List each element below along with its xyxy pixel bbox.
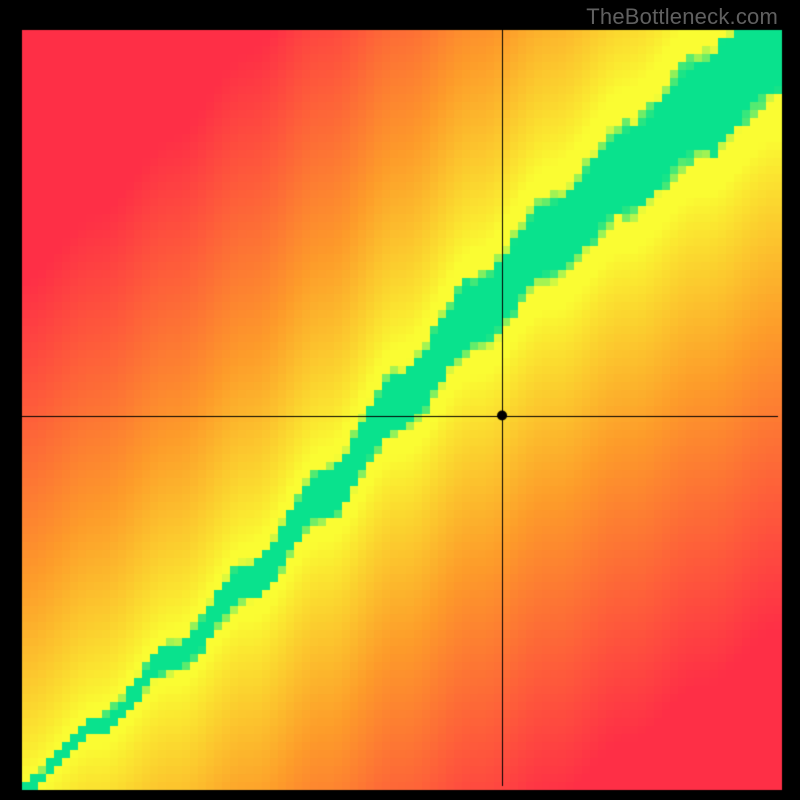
watermark-text: TheBottleneck.com <box>586 4 778 30</box>
bottleneck-heatmap <box>0 0 800 800</box>
